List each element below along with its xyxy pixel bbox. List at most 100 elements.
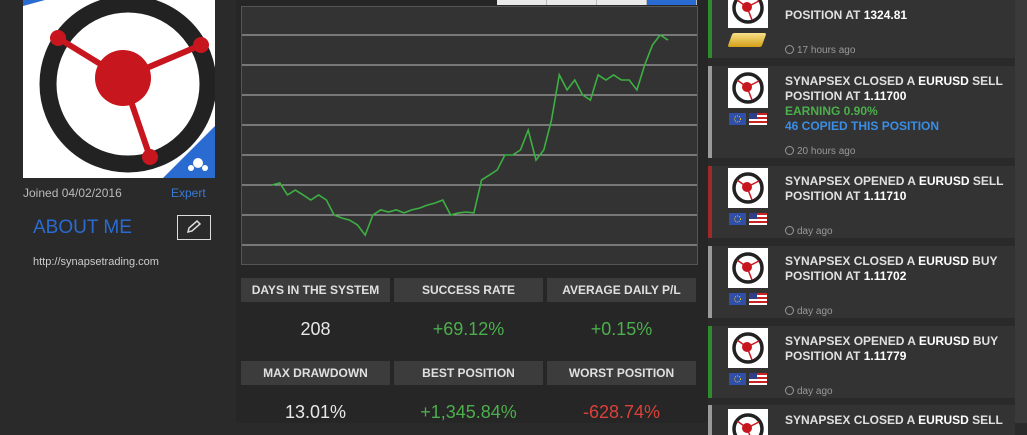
flags [729, 293, 767, 305]
currency-flags [728, 112, 768, 125]
stat-value: -628.74% [582, 402, 661, 422]
feed-price: 1.11710 [863, 189, 907, 203]
feed-item: SYNAPSEX CLOSED A EURUSD SELL POSITION AT… [708, 66, 1015, 158]
stat-label: DAYS IN THE SYSTEM [241, 278, 390, 302]
flags [729, 113, 767, 125]
timestamp: 20 hours ago [785, 146, 855, 157]
period-tab[interactable]: 3M [547, 0, 597, 5]
feed-price: 1.11779 [863, 349, 907, 363]
wheel-icon [732, 332, 764, 364]
period-tab[interactable]: 1Y [647, 0, 697, 5]
feed-item: SYNAPSEX OPENED A EURUSD BUY POSITION AT … [708, 326, 1015, 398]
feed-position: POSITION AT [785, 8, 861, 22]
flags [729, 213, 767, 225]
feed-prefix: SYNAPSEX CLOSED A [785, 74, 915, 88]
feed-text: SYNAPSEX OPENED A EURUSD SELL POSITION AT… [785, 174, 1004, 204]
joined-date: Joined 04/02/2016 [23, 186, 122, 200]
avatar [23, 0, 215, 178]
gold-icon [727, 33, 767, 47]
trader-logo [728, 409, 768, 435]
flags [729, 373, 767, 385]
time-text: 17 hours ago [797, 45, 856, 56]
feed-symbol: EURUSD [918, 174, 970, 188]
wheel-icon [732, 172, 764, 204]
edit-button[interactable] [177, 215, 211, 240]
feed-symbol: EURUSD [918, 254, 969, 268]
feed-line: SYNAPSEX CLOSED A EURUSD BUY [785, 254, 998, 269]
copied-count[interactable]: 46 COPIED THIS POSITION [785, 119, 940, 133]
feed-text: POSITION AT 1324.81 [785, 8, 907, 23]
feed-line: SYNAPSEX OPENED A EURUSD SELL [785, 174, 1004, 189]
stat-value: +0.15% [590, 319, 653, 339]
feed-symbol: EURUSD [918, 334, 970, 348]
feed-side: SELL [972, 74, 1003, 88]
feed-line: POSITION AT 1324.81 [785, 8, 907, 23]
feed-item: SYNAPSEX CLOSED A EURUSD BUY POSITION AT … [708, 246, 1015, 318]
timestamp: day ago [785, 386, 833, 397]
stat-label: SUCCESS RATE [394, 278, 543, 302]
feed-item: SYNAPSEX CLOSED A EURUSD SELL [708, 405, 1015, 435]
wheel-icon [732, 413, 764, 435]
stat-value: 13.01% [284, 402, 347, 422]
feed-position: POSITION AT [785, 89, 861, 103]
feed-prefix: SYNAPSEX CLOSED A [785, 413, 915, 427]
feed-prefix: SYNAPSEX OPENED A [785, 174, 916, 188]
stat-label: WORST POSITION [547, 361, 696, 385]
feed-text: SYNAPSEX CLOSED A EURUSD BUY POSITION AT … [785, 254, 998, 284]
wheel-icon [732, 252, 764, 284]
stat-value: 208 [300, 319, 331, 339]
feed-line: POSITION AT 1.11702 [785, 269, 998, 284]
period-tab[interactable]: 1M [497, 0, 547, 5]
trader-logo [728, 0, 768, 28]
clock-icon [785, 306, 794, 315]
feed-position: POSITION AT [785, 349, 861, 363]
earning: EARNING 0.90% [785, 104, 878, 118]
feed-side: BUY [972, 334, 999, 348]
trader-logo [728, 168, 768, 208]
feed-item: SYNAPSEX OPENED A EURUSD SELL POSITION AT… [708, 166, 1015, 238]
level-link[interactable]: Expert [171, 186, 206, 200]
currency-flags [728, 372, 768, 385]
website: http://synapsetrading.com [33, 256, 159, 268]
stat-value: +1,345.84% [420, 402, 517, 422]
feed-line: POSITION AT 1.11700 [785, 89, 1003, 104]
clock-icon [785, 226, 794, 235]
feed-prefix: SYNAPSEX CLOSED A [785, 254, 915, 268]
feed-symbol: EURUSD [918, 413, 969, 427]
time-text: day ago [797, 386, 833, 397]
period-tab[interactable]: 6M [597, 0, 647, 5]
feed-price: 1.11700 [863, 89, 907, 103]
feed-item: POSITION AT 1324.81 17 hours ago [708, 0, 1015, 58]
feed-side: SELL [972, 174, 1004, 188]
feed-side: SELL [972, 413, 1003, 427]
wheel-icon [732, 72, 764, 104]
feed-position: POSITION AT [785, 189, 861, 203]
currency-flags [728, 212, 768, 225]
equity-chart [241, 6, 698, 265]
feed-price: 1.11702 [863, 269, 907, 283]
feed-line: POSITION AT 1.11710 [785, 189, 1004, 204]
time-text: day ago [797, 306, 833, 317]
clock-icon [785, 146, 794, 155]
time-text: day ago [797, 226, 833, 237]
trader-logo [728, 328, 768, 368]
stat-value: +69.12% [432, 319, 505, 339]
trader-logo [728, 248, 768, 288]
wheel-icon [732, 0, 764, 24]
feed-symbol: EURUSD [918, 74, 969, 88]
about-title: ABOUT ME [33, 217, 132, 238]
time-text: 20 hours ago [797, 146, 856, 157]
clock-icon [785, 386, 794, 395]
currency-flags [728, 292, 768, 305]
equity-line [271, 33, 669, 237]
feed-side: BUY [972, 254, 998, 268]
feed-line: POSITION AT 1.11779 [785, 349, 998, 364]
feed-text: SYNAPSEX CLOSED A EURUSD SELL POSITION AT… [785, 74, 1003, 134]
clock-icon [785, 45, 794, 54]
feed-prefix: SYNAPSEX OPENED A [785, 334, 916, 348]
timestamp: 17 hours ago [785, 45, 855, 56]
period-tabs: 1M3M6M1Y [497, 0, 697, 5]
feed-price: 1324.81 [863, 8, 908, 22]
feed-text: SYNAPSEX CLOSED A EURUSD SELL [785, 413, 1003, 428]
stat-label: AVERAGE DAILY P/L [547, 278, 696, 302]
